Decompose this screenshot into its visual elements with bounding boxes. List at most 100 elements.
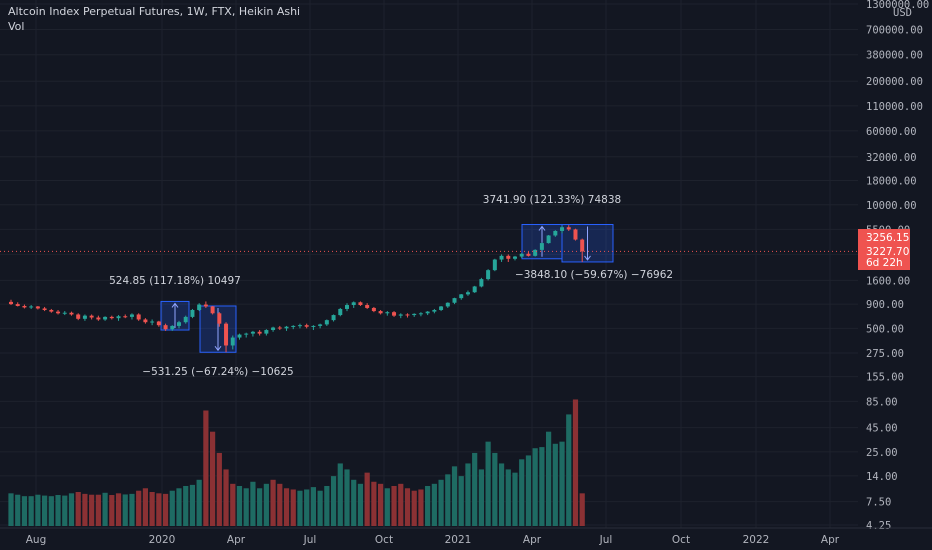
- candle-body[interactable]: [183, 316, 188, 323]
- volume-indicator-label[interactable]: Vol: [8, 20, 25, 33]
- candle-body[interactable]: [35, 306, 40, 309]
- candle-body[interactable]: [311, 325, 316, 327]
- volume-bar: [357, 483, 364, 526]
- candle-body[interactable]: [291, 325, 296, 327]
- candle-body[interactable]: [385, 312, 390, 314]
- candle-body[interactable]: [237, 334, 242, 338]
- candle-body[interactable]: [56, 311, 61, 314]
- candle-body[interactable]: [271, 327, 276, 331]
- chart-symbol-title[interactable]: Altcoin Index Perpetual Futures, 1W, FTX…: [8, 5, 301, 18]
- time-tick-label: Apr: [227, 534, 246, 546]
- candle-body[interactable]: [398, 314, 403, 316]
- candle-body[interactable]: [506, 255, 511, 259]
- candle-body[interactable]: [109, 316, 114, 319]
- candle-body[interactable]: [143, 319, 148, 323]
- candle-body[interactable]: [250, 331, 255, 334]
- candle-body[interactable]: [378, 311, 383, 314]
- candle-body[interactable]: [15, 304, 20, 306]
- candle-body[interactable]: [331, 315, 336, 321]
- volume-bar: [539, 447, 545, 526]
- candle-body[interactable]: [103, 316, 108, 320]
- candle-body[interactable]: [197, 304, 202, 311]
- candle-body[interactable]: [539, 243, 544, 250]
- candle-body[interactable]: [217, 313, 222, 324]
- candle-body[interactable]: [425, 311, 430, 314]
- candle-body[interactable]: [526, 253, 531, 256]
- candle-body[interactable]: [371, 307, 376, 312]
- candle-body[interactable]: [365, 305, 370, 308]
- candle-body[interactable]: [533, 249, 538, 256]
- candle-body[interactable]: [163, 325, 168, 330]
- candle-body[interactable]: [297, 325, 302, 327]
- candle-body[interactable]: [284, 326, 289, 329]
- volume-bar: [378, 483, 384, 526]
- candle-body[interactable]: [277, 327, 282, 329]
- candle-body[interactable]: [405, 314, 410, 316]
- candle-body[interactable]: [177, 322, 181, 326]
- candle-body[interactable]: [190, 310, 195, 317]
- candle-body[interactable]: [150, 321, 155, 323]
- candle-body[interactable]: [264, 330, 269, 334]
- candle-body[interactable]: [486, 270, 491, 280]
- candle-body[interactable]: [257, 331, 262, 334]
- candle-body[interactable]: [230, 337, 235, 346]
- candle-body[interactable]: [123, 316, 128, 318]
- candle-body[interactable]: [452, 298, 457, 303]
- candle-body[interactable]: [324, 320, 329, 325]
- candle-body[interactable]: [439, 306, 444, 311]
- candle-body[interactable]: [244, 333, 249, 335]
- candle-body[interactable]: [42, 308, 47, 311]
- candle-body[interactable]: [573, 229, 578, 240]
- candle-body[interactable]: [345, 305, 349, 309]
- candle-body[interactable]: [580, 239, 585, 252]
- candle-body[interactable]: [499, 255, 504, 260]
- candle-body[interactable]: [62, 312, 67, 314]
- candle-body[interactable]: [89, 315, 94, 318]
- candle-body[interactable]: [210, 306, 215, 314]
- candle-body[interactable]: [82, 315, 87, 319]
- candle-body[interactable]: [472, 286, 477, 293]
- candle-body[interactable]: [432, 310, 437, 312]
- candle-body[interactable]: [459, 294, 464, 299]
- candle-body[interactable]: [519, 253, 524, 257]
- candle-body[interactable]: [129, 314, 134, 317]
- candle-body[interactable]: [170, 325, 175, 330]
- candle-body[interactable]: [224, 323, 229, 346]
- candle-body[interactable]: [445, 302, 450, 307]
- candle-body[interactable]: [318, 324, 323, 326]
- candle-body[interactable]: [412, 313, 417, 316]
- volume-bar: [512, 472, 518, 526]
- candle-body[interactable]: [76, 314, 81, 319]
- candle-body[interactable]: [418, 313, 423, 315]
- candle-body[interactable]: [358, 302, 363, 306]
- candle-body[interactable]: [69, 312, 74, 315]
- volume-bar: [351, 479, 357, 526]
- candle-body[interactable]: [304, 325, 309, 327]
- candle-body[interactable]: [479, 279, 484, 287]
- candle-body[interactable]: [203, 304, 208, 307]
- candle-body[interactable]: [338, 308, 343, 316]
- last-price-tag: [858, 244, 910, 270]
- candle-body[interactable]: [136, 314, 141, 320]
- candle-body[interactable]: [553, 230, 558, 236]
- candle-body[interactable]: [22, 305, 27, 308]
- volume-bar: [485, 441, 491, 526]
- candle-body[interactable]: [351, 302, 356, 306]
- candle-body[interactable]: [566, 227, 571, 230]
- candle-body[interactable]: [116, 316, 121, 319]
- volume-bar: [559, 441, 565, 526]
- candle-body[interactable]: [49, 310, 54, 312]
- candle-body[interactable]: [546, 235, 551, 244]
- volume-bar: [344, 469, 350, 526]
- candle-body[interactable]: [492, 259, 497, 271]
- candle-body[interactable]: [513, 256, 517, 259]
- candle-body[interactable]: [392, 312, 397, 316]
- candle-body[interactable]: [9, 301, 13, 305]
- candle-body[interactable]: [29, 306, 34, 308]
- candle-body[interactable]: [96, 317, 101, 320]
- volume-bar: [552, 443, 558, 526]
- candle-body[interactable]: [465, 292, 470, 295]
- candle-body[interactable]: [560, 227, 565, 231]
- candle-body[interactable]: [156, 321, 161, 326]
